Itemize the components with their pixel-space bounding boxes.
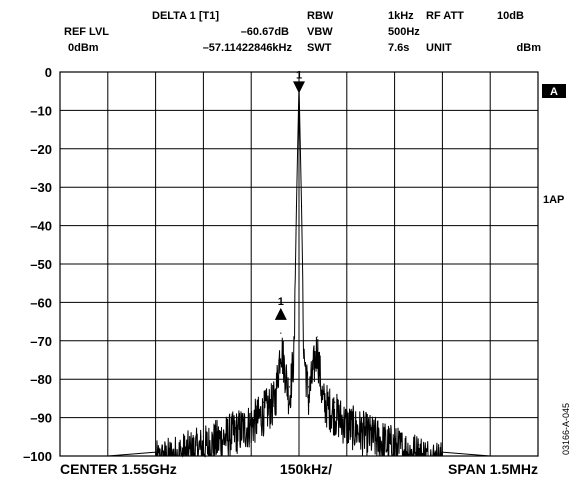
- x-label-span: SPAN 1.5MHz: [448, 461, 538, 477]
- trace-point: [441, 451, 443, 453]
- trace-point: [370, 424, 372, 426]
- trace-point: [316, 336, 318, 338]
- y-tick-label: –70: [30, 334, 52, 349]
- rf-att-value: 10dB: [497, 10, 524, 22]
- trace-badge: A: [550, 86, 558, 98]
- grid: [60, 72, 538, 456]
- ref-lvl-label: REF LVL: [64, 26, 109, 38]
- vbw-label: VBW: [307, 26, 333, 38]
- y-tick-label: –30: [30, 180, 52, 195]
- rbw-value: 1kHz: [388, 10, 414, 22]
- trace-point: [226, 424, 228, 426]
- marker-level: –60.67dB: [241, 26, 289, 38]
- detector-label: 1AP: [543, 194, 564, 206]
- trace-point: [394, 436, 396, 438]
- trace-point: [537, 455, 539, 457]
- plot-area: 11: [59, 69, 539, 458]
- trace-point: [178, 443, 181, 446]
- trace-points: [59, 82, 539, 457]
- trace-point: [293, 340, 295, 342]
- marker-number-label: 1: [278, 296, 284, 308]
- rf-att-label: RF ATT: [426, 10, 464, 22]
- trace-point: [322, 390, 324, 392]
- trace-point: [346, 413, 348, 415]
- trace-point: [155, 451, 157, 453]
- y-tick-label: 0: [45, 65, 52, 80]
- marker-label: DELTA 1 [T1]: [152, 10, 219, 22]
- figure-code: 03166-A-045: [561, 403, 571, 455]
- trace-point: [300, 205, 303, 207]
- trace-point: [274, 390, 276, 392]
- trace-point: [303, 340, 305, 342]
- trace-point: [59, 455, 61, 457]
- unit-label: UNIT: [426, 42, 452, 54]
- vbw-value: 500Hz: [388, 26, 420, 38]
- x-label-center: CENTER 1.55GHz: [60, 461, 177, 477]
- y-axis-ticks: 0 –10 –20 –30 –40 –50 –60 –70 –80 –90 –100: [23, 65, 52, 464]
- swt-label: SWT: [307, 42, 332, 54]
- delta-marker-icon: [274, 307, 287, 320]
- marker-frequency: –57.11422846kHz: [203, 42, 293, 54]
- trace-point: [280, 332, 282, 334]
- y-tick-label: –10: [30, 103, 52, 118]
- trace-point: [202, 436, 204, 438]
- trace-point: [295, 205, 298, 207]
- trace-point: [262, 401, 264, 403]
- marker-number-label: 1: [296, 69, 302, 81]
- trace-point: [107, 455, 109, 457]
- trace-badge-box: [542, 84, 566, 98]
- y-tick-label: –60: [30, 295, 52, 310]
- y-tick-label: –40: [30, 219, 52, 234]
- unit-value: dBm: [517, 42, 542, 54]
- y-tick-label: –90: [30, 411, 52, 426]
- y-tick-label: –80: [30, 372, 52, 387]
- trace-point: [307, 386, 310, 388]
- marker-layer: 11: [274, 69, 305, 320]
- trace-point: [288, 386, 291, 388]
- trace-point: [417, 443, 420, 446]
- reference-marker-icon: [293, 81, 305, 94]
- y-tick-label: –50: [30, 257, 52, 272]
- trace-point: [489, 455, 491, 457]
- trace-point: [250, 413, 252, 415]
- trace-point: [334, 401, 336, 403]
- y-tick-label: –20: [30, 142, 52, 157]
- swt-value: 7.6s: [388, 42, 409, 54]
- y-tick-label: –100: [23, 449, 52, 464]
- rbw-label: RBW: [307, 10, 334, 22]
- x-label-per-div: 150kHz/: [280, 461, 332, 477]
- ref-lvl-value: 0dBm: [68, 42, 99, 54]
